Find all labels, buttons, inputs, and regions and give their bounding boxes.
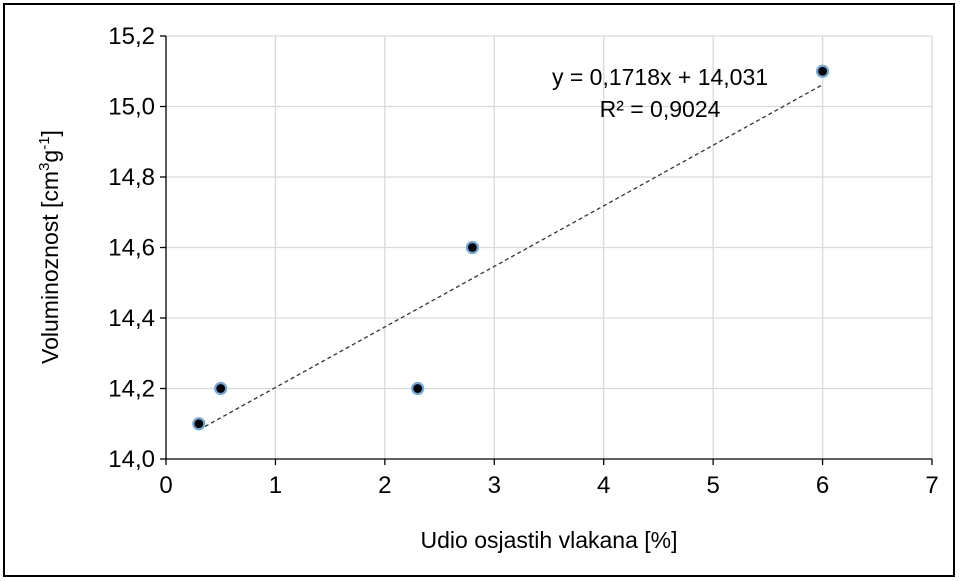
x-tick-label: 3 [488, 472, 501, 499]
y-axis-title-sup1: 3 [36, 163, 53, 171]
y-axis-title-end: ] [37, 130, 63, 136]
data-point [411, 381, 425, 396]
y-axis-title-sup2: -1 [36, 136, 53, 149]
y-tick-label: 14,0 [108, 446, 155, 473]
data-point [815, 64, 830, 78]
y-tick-label: 15,0 [108, 94, 155, 121]
y-axis-title: Voluminoznost [cm3g-1] [36, 130, 63, 364]
y-tick-labels: 14,0 14,2 14,4 14,6 14,8 15,0 15,2 [108, 23, 155, 473]
x-tick-label: 6 [816, 472, 829, 499]
x-tick-labels: 0 1 2 3 4 5 6 7 [159, 472, 938, 499]
data-point [214, 381, 228, 396]
y-axis-title-mid: g [37, 150, 63, 163]
x-axis-title: Udio osjastih vlakana [%] [421, 527, 678, 553]
x-tick-label: 1 [269, 472, 282, 499]
trendline-r-squared: R² = 0,9024 [600, 96, 721, 122]
x-tick-label: 4 [597, 472, 610, 499]
x-tick-label: 5 [706, 472, 719, 499]
chart-frame [3, 3, 955, 577]
trendline [198, 84, 823, 431]
y-tick-label: 14,4 [108, 305, 155, 332]
y-axis-title-base: Voluminoznost [cm [37, 171, 63, 364]
x-tick-label: 2 [378, 472, 391, 499]
data-point [465, 240, 479, 255]
y-tick-label: 14,8 [108, 164, 155, 191]
y-tick-label: 15,2 [108, 23, 155, 50]
x-tick-label: 7 [925, 472, 938, 499]
axes [160, 35, 933, 465]
grid-lines [166, 35, 933, 459]
trendline-group [198, 84, 823, 431]
y-tick-label: 14,6 [108, 235, 155, 262]
y-tick-label: 14,2 [108, 376, 155, 403]
data-point [192, 417, 206, 431]
data-points [192, 64, 830, 431]
x-tick-label: 0 [159, 472, 172, 499]
trendline-equation: y = 0,1718x + 14,031 [552, 64, 768, 90]
